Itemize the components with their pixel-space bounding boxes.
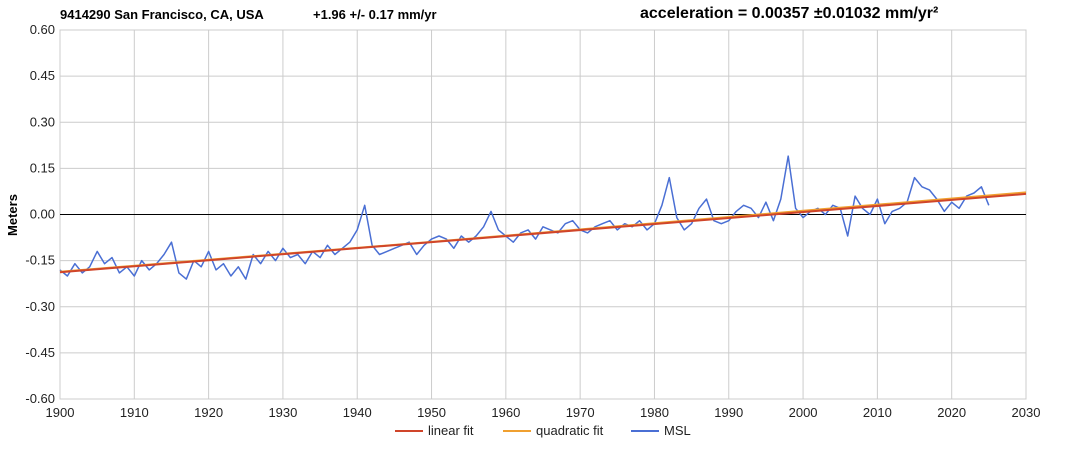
y-tick-label: -0.30	[25, 299, 55, 314]
y-tick-label: 0.60	[30, 22, 55, 37]
legend-label: quadratic fit	[536, 423, 604, 438]
x-tick-label: 1990	[714, 405, 743, 420]
x-tick-label: 1910	[120, 405, 149, 420]
legend-label: linear fit	[428, 423, 474, 438]
y-tick-label: -0.15	[25, 253, 55, 268]
y-tick-labels: 0.60 0.45 0.30 0.15 0.00 -0.15 -0.30 -0.45 -0.60	[25, 22, 55, 406]
x-tick-label: 1900	[46, 405, 75, 420]
y-tick-label: 0.15	[30, 160, 55, 175]
legend: linear fit quadratic fit MSL	[395, 423, 691, 438]
trend-label: +1.96 +/- 0.17 mm/yr	[313, 7, 437, 22]
x-tick-label: 1960	[491, 405, 520, 420]
x-tick-label: 1930	[268, 405, 297, 420]
y-tick-label: -0.45	[25, 345, 55, 360]
legend-label: MSL	[664, 423, 691, 438]
x-tick-label: 1980	[640, 405, 669, 420]
msl-line	[59, 155, 990, 280]
x-tick-label: 2010	[863, 405, 892, 420]
x-tick-label: 1950	[417, 405, 446, 420]
x-tick-label: 1970	[566, 405, 595, 420]
y-tick-label: 0.45	[30, 68, 55, 83]
y-tick-label: -0.60	[25, 391, 55, 406]
x-tick-labels: 1900 1910 1920 1930 1940 1950 1960 1970 1980 1990…	[46, 405, 1041, 420]
x-tick-label: 2030	[1012, 405, 1041, 420]
y-axis-label: Meters	[5, 194, 20, 236]
x-tick-label: 2000	[789, 405, 818, 420]
station-title: 9414290 San Francisco, CA, USA	[60, 7, 264, 22]
x-tick-label: 1920	[194, 405, 223, 420]
x-tick-label: 1940	[343, 405, 372, 420]
y-tick-label: 0.00	[30, 207, 55, 222]
acceleration-label: acceleration = 0.00357 ±0.01032 mm/yr²	[640, 5, 939, 22]
linear-fit-line	[59, 192, 1027, 274]
y-tick-label: 0.30	[30, 114, 55, 129]
series-lines	[59, 155, 1027, 280]
x-tick-label: 2020	[937, 405, 966, 420]
